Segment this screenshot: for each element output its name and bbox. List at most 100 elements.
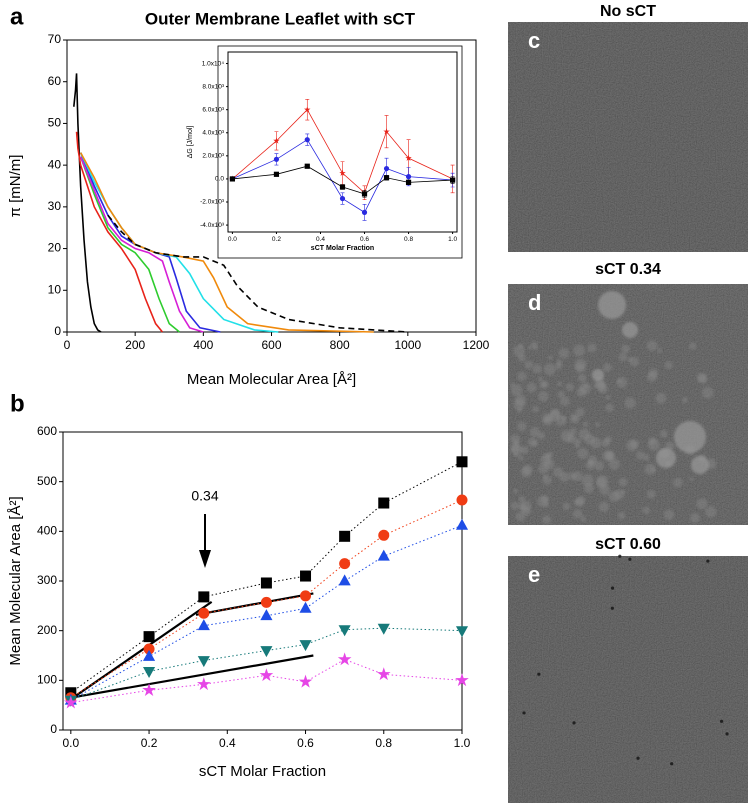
y-tick-label: 40 — [48, 157, 62, 171]
domain — [562, 502, 571, 511]
y-tick-label: -2.0x10³ — [200, 199, 225, 206]
x-tick-label: 1.0 — [454, 736, 471, 750]
series-line — [79, 156, 180, 333]
marker — [383, 128, 390, 135]
domain — [657, 347, 663, 354]
domain — [568, 472, 577, 481]
domain — [577, 373, 587, 383]
domain — [532, 405, 539, 413]
domain — [518, 455, 524, 461]
domain — [648, 437, 657, 445]
marker — [456, 494, 468, 506]
domain — [573, 344, 586, 357]
domain — [689, 342, 697, 350]
marker — [299, 601, 312, 613]
domain — [705, 506, 717, 518]
y-tick-label: 6.0x10³ — [202, 106, 225, 113]
marker — [304, 137, 310, 143]
particle — [670, 762, 674, 766]
marker — [405, 174, 412, 180]
marker — [339, 195, 346, 202]
domain — [520, 446, 529, 455]
marker — [64, 695, 78, 709]
marker — [273, 137, 280, 144]
domain — [560, 396, 570, 406]
marker — [260, 596, 272, 608]
domain — [510, 384, 523, 396]
domain — [513, 345, 526, 357]
domain — [565, 383, 574, 392]
series-line — [107, 214, 408, 333]
domain — [689, 477, 694, 482]
domain — [538, 391, 549, 402]
series-line — [232, 139, 453, 213]
domain — [592, 369, 604, 381]
y-tick-label: 2.0x10³ — [202, 153, 225, 160]
domain — [580, 516, 587, 522]
domain — [595, 422, 601, 427]
domain — [510, 443, 520, 453]
domain — [617, 511, 626, 520]
y-tick-label: 20 — [48, 241, 62, 255]
series-line — [70, 524, 463, 701]
x-tick-label: 800 — [330, 338, 350, 352]
domain — [533, 345, 538, 351]
x-tick-label: 1.0 — [448, 236, 457, 243]
x-tick-label: 400 — [193, 338, 213, 352]
domain — [644, 463, 656, 475]
domain — [622, 322, 638, 338]
domain — [587, 343, 597, 353]
panel-label: d — [528, 290, 541, 315]
marker — [304, 163, 310, 169]
x-tick-label: 0.6 — [297, 736, 314, 750]
domain — [659, 430, 668, 438]
particle — [572, 721, 576, 725]
domain — [599, 484, 611, 496]
marker — [383, 175, 390, 181]
domain — [598, 291, 626, 319]
marker — [198, 607, 210, 619]
domain — [673, 477, 683, 488]
domain — [524, 360, 533, 370]
marker — [299, 640, 312, 652]
domain — [532, 364, 542, 374]
marker — [339, 530, 351, 542]
domain — [515, 511, 526, 522]
y-tick-label: 8.0x10³ — [202, 83, 225, 90]
fit-line — [70, 654, 314, 699]
marker — [455, 626, 469, 638]
domain — [538, 376, 544, 382]
domain — [577, 447, 589, 459]
marker — [339, 169, 346, 176]
domain — [542, 515, 552, 525]
chart-title: Outer Membrane Leaflet with sCT — [145, 9, 416, 28]
domain — [608, 458, 620, 470]
marker — [259, 668, 274, 682]
domain — [701, 386, 714, 399]
marker — [143, 649, 156, 661]
marker — [198, 591, 210, 603]
y-tick-label: 10 — [48, 282, 62, 296]
domain — [541, 495, 549, 503]
y-axis-label: ΔG [J/mol] — [187, 126, 194, 159]
series-line — [75, 131, 164, 333]
domain — [513, 452, 518, 457]
domain — [557, 381, 563, 387]
domain — [583, 384, 588, 389]
marker — [143, 666, 156, 678]
marker — [339, 558, 351, 570]
domain — [691, 456, 709, 474]
x-tick-label: 0.8 — [375, 736, 392, 750]
x-tick-label: 1000 — [394, 338, 421, 352]
x-axis-label: sCT Molar Fraction — [199, 763, 326, 780]
domain — [587, 459, 595, 467]
marker — [338, 625, 351, 637]
marker — [456, 456, 468, 468]
series-line — [232, 165, 453, 195]
series-line — [79, 156, 204, 333]
inset-background — [217, 45, 463, 259]
domain — [574, 444, 580, 449]
domain — [539, 381, 547, 389]
y-tick-label: 70 — [48, 32, 62, 46]
